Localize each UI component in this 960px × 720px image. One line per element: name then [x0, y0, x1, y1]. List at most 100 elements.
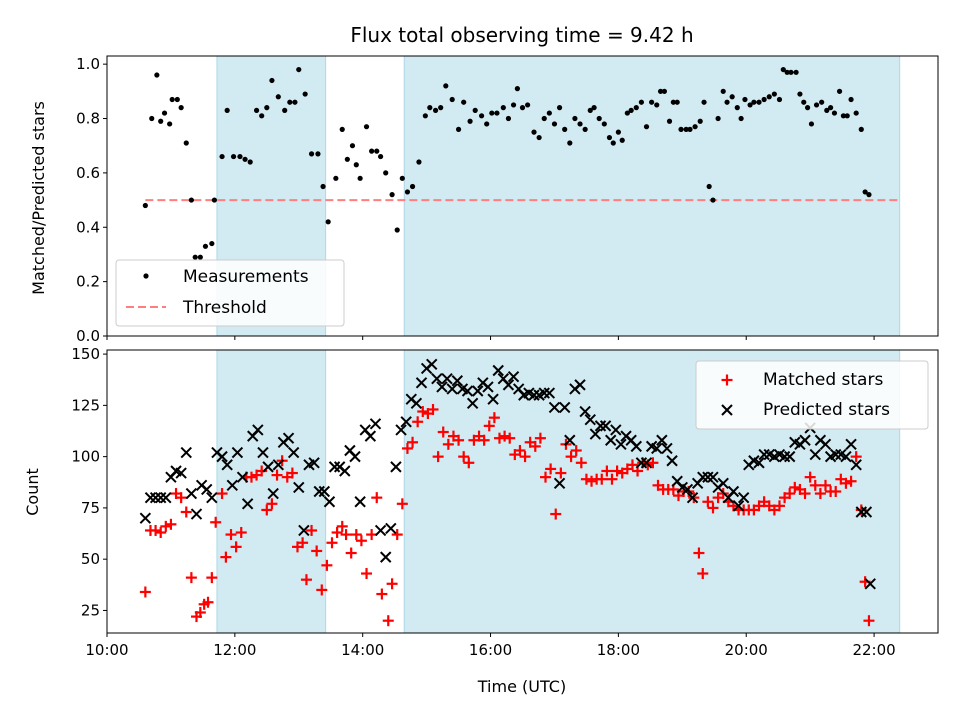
legend-threshold-label: Threshold	[182, 298, 267, 318]
matched-stars-point	[412, 416, 424, 428]
y-tick-label: 1.0	[76, 55, 100, 73]
measurements-point	[158, 118, 164, 124]
measurements-point	[804, 105, 811, 111]
matched-stars-point	[340, 529, 352, 541]
predicted-stars-point	[717, 477, 729, 490]
matched-stars-point	[830, 486, 842, 497]
matched-stars-point	[202, 596, 214, 608]
measurements-point	[377, 153, 384, 160]
measurements-point	[687, 126, 693, 132]
measurements-point	[461, 99, 467, 105]
measurements-point	[601, 121, 607, 127]
predicted-stars-point	[727, 485, 740, 498]
predicted-stars-point	[241, 498, 254, 510]
matched-stars-point	[545, 463, 557, 475]
y-tick-label: 150	[71, 345, 100, 363]
matched-stars-point	[463, 457, 475, 469]
matched-stars-point	[483, 420, 495, 432]
predicted-stars-point	[666, 455, 678, 467]
predicted-stars-point	[482, 381, 494, 393]
predicted-stars-point	[426, 358, 438, 371]
measurements-point	[494, 110, 500, 116]
ratio-panel: 0.0 0.2 0.4 0.6 0.8 1.0 Measurements Threshold	[76, 55, 939, 345]
measurements-point	[209, 240, 215, 247]
measurements-point	[836, 88, 843, 94]
measurements-point	[374, 148, 380, 154]
predicted-stars-point	[507, 370, 520, 383]
measurements-point	[536, 134, 542, 141]
matched-stars-point	[702, 496, 714, 508]
matched-stars-point	[371, 492, 383, 504]
predicted-stars-point	[451, 375, 464, 387]
measurements-point	[657, 88, 664, 94]
measurements-point	[154, 72, 160, 78]
matched-stars-point	[175, 492, 187, 504]
measurements-point	[742, 96, 748, 103]
y-tick-label: 75	[81, 499, 100, 517]
measurements-point	[178, 105, 184, 111]
measurements-point	[472, 107, 478, 113]
measurements-point	[615, 129, 621, 135]
measurements-point	[797, 91, 803, 97]
predicted-stars-point	[252, 424, 264, 436]
measurements-point	[344, 156, 350, 162]
measurements-point	[510, 102, 517, 108]
predicted-stars-point	[686, 491, 699, 504]
matched-stars-point	[382, 615, 394, 627]
matched-stars-point	[555, 467, 567, 479]
matched-stars-point	[626, 459, 638, 471]
measurements-point	[333, 175, 339, 181]
predicted-stars-point	[574, 379, 586, 391]
measurements-point	[776, 96, 783, 103]
measurements-point	[666, 118, 673, 124]
predicted-stars-point	[374, 524, 387, 537]
predicted-stars-point	[855, 506, 867, 518]
predicted-stars-point	[216, 450, 228, 463]
predicted-stars-point	[308, 457, 320, 469]
matched-stars-point	[707, 502, 719, 514]
matched-stars-point	[493, 432, 505, 444]
matched-stars-point	[300, 574, 312, 586]
measurements-point	[467, 118, 473, 124]
measurements-point	[188, 197, 194, 203]
measurements-point	[449, 96, 455, 103]
predicted-stars-point	[472, 385, 484, 397]
predicted-stars-point	[410, 397, 423, 410]
y-tick-label: 100	[71, 448, 100, 466]
measurements-point	[562, 126, 568, 132]
measurements-point	[697, 118, 703, 124]
matched-stars-point	[809, 479, 821, 491]
predicted-stars-point	[656, 434, 668, 446]
legend-matched-label: Matched stars	[763, 370, 883, 390]
matched-stars-point	[235, 527, 247, 539]
predicted-stars-point	[354, 496, 366, 508]
matched-stars-point	[437, 426, 449, 438]
predicted-stars-point	[584, 414, 596, 426]
predicted-stars-point	[466, 397, 479, 410]
matched-stars-point	[504, 432, 516, 444]
measurements-point	[264, 105, 270, 111]
measurements-point	[551, 121, 558, 127]
predicted-stars-point	[840, 450, 852, 463]
measurements-point	[197, 254, 203, 260]
predicted-stars-point	[799, 434, 811, 446]
matched-stars-point	[407, 436, 419, 448]
predicted-stars-point	[528, 389, 540, 401]
predicted-stars-point	[492, 364, 504, 377]
legend-measurements-marker	[143, 273, 149, 279]
predicted-stars-point	[548, 401, 561, 414]
matched-stars-point	[326, 537, 338, 549]
y-tick-label: 0.4	[76, 218, 100, 236]
measurements-point	[242, 156, 248, 162]
matched-stars-point	[611, 465, 623, 477]
measurements-point	[219, 153, 225, 160]
matched-stars-point	[478, 434, 490, 446]
matched-stars-point	[210, 516, 222, 528]
x-tick-label: 14:00	[341, 641, 384, 659]
x-tick-label: 10:00	[85, 641, 128, 659]
observing-interval-band	[403, 55, 901, 337]
predicted-stars-point	[558, 401, 571, 414]
measurements-point	[701, 99, 707, 105]
matched-stars-point	[297, 537, 309, 549]
measurements-point	[643, 124, 650, 130]
